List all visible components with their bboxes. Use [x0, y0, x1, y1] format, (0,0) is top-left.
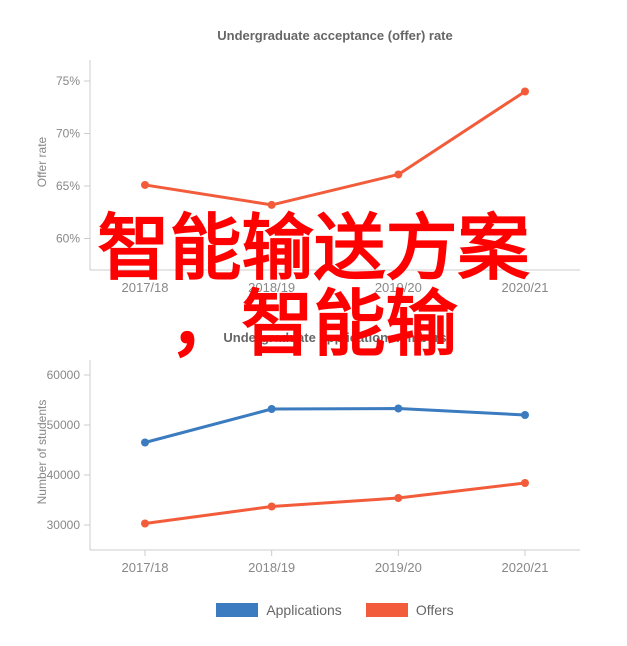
overlay-line2: ，智能输 [0, 288, 627, 364]
svg-text:70%: 70% [56, 127, 80, 141]
legend-swatch-offers [366, 603, 408, 617]
legend-label-offers: Offers [416, 602, 454, 618]
legend-swatch-applications [216, 603, 258, 617]
svg-text:65%: 65% [56, 179, 80, 193]
overlay-line1: 智能输送方案 [0, 212, 627, 288]
legend-item-offers: Offers [366, 602, 454, 618]
chart2-ylabel: Number of students [35, 382, 49, 522]
svg-text:75%: 75% [56, 74, 80, 88]
legend: Applications Offers [90, 602, 580, 618]
legend-label-applications: Applications [266, 602, 342, 618]
svg-text:30000: 30000 [47, 518, 81, 532]
svg-text:60000: 60000 [47, 368, 81, 382]
svg-text:2020/21: 2020/21 [502, 560, 549, 575]
legend-item-applications: Applications [216, 602, 342, 618]
svg-text:2018/19: 2018/19 [248, 560, 295, 575]
svg-text:40000: 40000 [47, 468, 81, 482]
svg-text:2017/18: 2017/18 [122, 560, 169, 575]
svg-text:50000: 50000 [47, 418, 81, 432]
svg-text:2019/20: 2019/20 [375, 560, 422, 575]
overlay-text: 智能输送方案 ，智能输 [0, 212, 627, 363]
